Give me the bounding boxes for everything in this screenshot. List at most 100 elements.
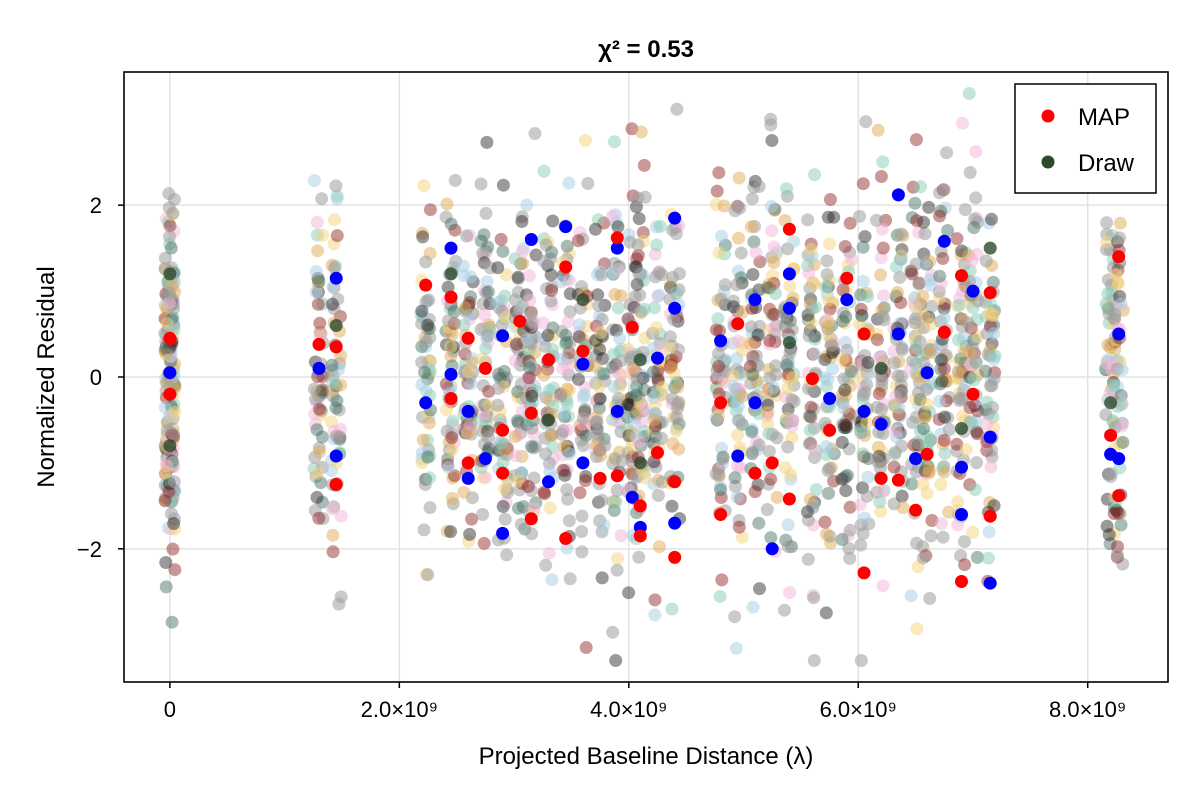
draw-cloud-point: [732, 413, 746, 427]
draw-cloud-point: [579, 470, 593, 483]
draw-cloud-point: [474, 234, 488, 248]
draw-cloud-point: [859, 115, 873, 129]
blue-point: [782, 301, 796, 315]
map-point: [163, 331, 177, 345]
map-point: [805, 372, 819, 386]
draw-cloud-point: [940, 146, 954, 160]
draw-cloud-point: [316, 297, 330, 311]
draw-cloud-point: [765, 307, 779, 321]
draw-cloud-point: [786, 371, 800, 385]
draw-cloud-point: [820, 268, 834, 281]
draw-cloud-point: [783, 346, 797, 360]
blue-point: [909, 452, 923, 466]
draw-cloud-point: [415, 456, 429, 470]
blue-point: [668, 301, 682, 315]
draw-cloud-point: [479, 471, 493, 485]
draw-cloud-point: [1107, 379, 1121, 392]
map-point: [524, 406, 538, 420]
draw-cloud-point: [579, 133, 592, 147]
draw-cloud-point: [537, 485, 551, 499]
map-point: [1112, 489, 1126, 503]
draw-cloud-point: [546, 381, 560, 395]
draw-cloud-point: [781, 540, 795, 554]
draw-cloud-point: [666, 270, 680, 284]
draw-cloud-point: [838, 418, 851, 432]
draw-cloud-point: [422, 416, 436, 430]
draw-cloud-point: [577, 388, 591, 402]
draw-cloud-point: [735, 389, 749, 403]
draw-cloud-point: [330, 229, 344, 243]
draw-cloud-point: [560, 541, 574, 555]
draw-cloud-point: [481, 329, 495, 343]
draw-cloud-point: [595, 493, 609, 507]
draw-cloud-point: [630, 252, 644, 266]
blue-point: [329, 271, 343, 285]
draw-cloud-point: [332, 403, 346, 417]
draw-cloud-point: [621, 392, 635, 406]
draw-cloud-point: [713, 480, 727, 494]
draw-cloud-point: [843, 216, 857, 230]
blue-point: [765, 542, 779, 556]
draw-cloud-point: [709, 467, 723, 481]
draw-cloud-point: [920, 397, 934, 411]
draw-cloud-point: [665, 602, 679, 616]
draw-cloud-point: [423, 364, 437, 378]
draw-cloud-point: [765, 199, 778, 213]
draw-cloud-point: [159, 347, 173, 361]
draw-cloud-point: [731, 334, 745, 348]
draw-cloud-point: [823, 462, 836, 475]
draw-cloud-point: [525, 527, 539, 541]
draw-cloud-point: [781, 382, 794, 396]
draw-cloud-point: [444, 525, 458, 539]
draw-cloud-point: [607, 380, 621, 394]
draw-cloud-point: [764, 118, 778, 132]
map-point: [955, 269, 968, 283]
draw-cloud-point: [480, 275, 494, 289]
draw-cloud-point: [578, 474, 592, 488]
draw-cloud-point: [870, 213, 883, 227]
draw-cloud-point: [766, 381, 780, 394]
draw-cloud-point: [782, 357, 796, 371]
draw-cloud-point: [312, 445, 326, 459]
blue-point: [823, 392, 837, 405]
draw-cloud-point: [481, 285, 495, 299]
draw-cloud-point: [807, 277, 821, 291]
map-point: [714, 508, 728, 521]
draw-cloud-point: [820, 527, 833, 541]
draw-cloud-point: [632, 435, 646, 449]
draw-cloud-point: [606, 625, 620, 639]
draw-cloud-point: [981, 551, 995, 565]
draw-cloud-point: [856, 447, 870, 461]
legend-label-draw: Draw: [1078, 150, 1135, 177]
draw-cloud-point: [933, 394, 947, 408]
draw-cloud-point: [648, 608, 662, 622]
draw-cloud-point: [591, 338, 605, 352]
draw-cloud-point: [835, 472, 849, 486]
draw-cloud-point: [860, 489, 874, 503]
x-tick-label: 4.0×10⁹: [590, 697, 667, 722]
draw-cloud-point: [457, 485, 471, 499]
draw-cloud-point: [498, 289, 512, 303]
draw-cloud-point: [1113, 507, 1127, 521]
draw-cloud-point: [941, 411, 955, 425]
draw-cloud-point: [593, 392, 607, 406]
draw-cloud-point: [808, 444, 822, 457]
draw-cloud-point: [632, 212, 646, 226]
map-point: [496, 466, 510, 480]
draw-cloud-point: [482, 398, 496, 412]
draw-cloud-point: [415, 317, 429, 331]
draw-cloud-point: [651, 488, 665, 502]
draw-cloud-point: [761, 477, 775, 491]
map-point: [444, 290, 458, 304]
draw-cloud-point: [778, 603, 791, 617]
draw-cloud-point: [421, 568, 435, 582]
draw-cloud-point: [555, 324, 569, 338]
blue-point: [668, 516, 682, 530]
blue-point: [714, 334, 728, 348]
draw-cloud-point: [732, 520, 746, 534]
draw-cloud-point: [1110, 504, 1123, 517]
draw-cloud-point: [634, 125, 648, 139]
draw-cloud-point: [546, 343, 559, 356]
blue-point: [496, 329, 510, 343]
draw-cloud-point: [933, 209, 947, 223]
